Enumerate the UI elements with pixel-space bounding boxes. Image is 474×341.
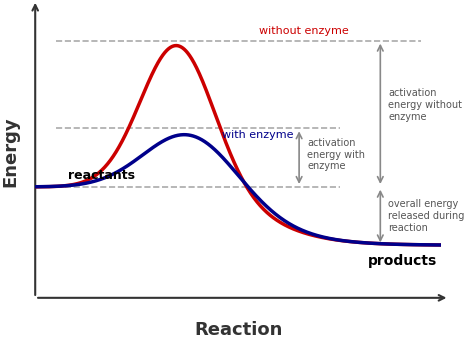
Text: without enzyme: without enzyme (258, 26, 348, 36)
Text: products: products (368, 254, 438, 268)
Text: with enzyme: with enzyme (222, 130, 293, 140)
Text: activation
energy without
enzyme: activation energy without enzyme (388, 88, 463, 122)
Text: Energy: Energy (2, 117, 20, 187)
Text: reactants: reactants (68, 169, 135, 182)
Text: overall energy
released during
reaction: overall energy released during reaction (388, 199, 465, 233)
Text: Reaction: Reaction (194, 321, 283, 339)
Text: activation
energy with
enzyme: activation energy with enzyme (307, 138, 365, 171)
